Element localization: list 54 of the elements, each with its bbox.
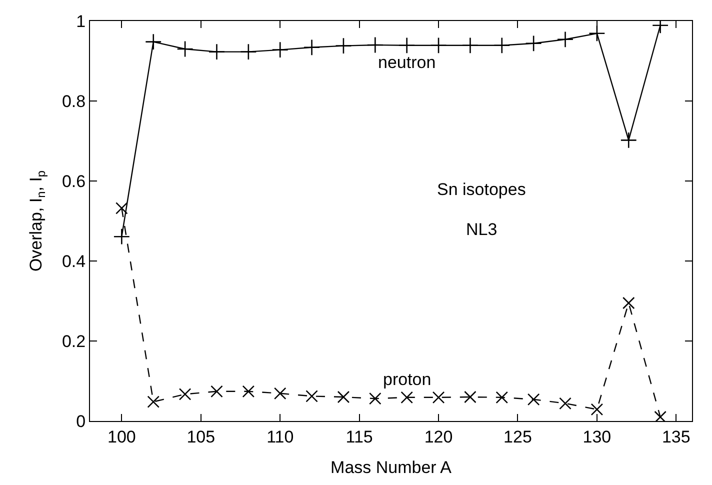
point <box>400 391 413 404</box>
point <box>432 391 445 404</box>
point <box>430 37 447 54</box>
point <box>272 41 288 58</box>
point <box>303 39 320 56</box>
point <box>462 37 479 54</box>
point <box>176 40 194 58</box>
point <box>113 228 130 245</box>
y-tick-label: 1 <box>76 12 86 31</box>
point <box>145 33 162 50</box>
series-label: neutron <box>378 53 436 72</box>
point <box>494 37 510 54</box>
point <box>240 43 257 60</box>
annotation: NL3 <box>466 220 498 239</box>
point <box>556 31 574 48</box>
point <box>366 36 384 54</box>
point <box>527 393 540 406</box>
point <box>147 396 160 408</box>
x-tick-label: 125 <box>504 427 532 446</box>
y-tick-label: 0.4 <box>62 252 86 271</box>
point <box>559 397 572 410</box>
point <box>398 37 416 54</box>
point <box>496 391 508 404</box>
x-tick-label: 130 <box>582 427 612 446</box>
y-tick-label: 0.2 <box>62 332 86 351</box>
point <box>306 390 318 402</box>
x-tick-label: 120 <box>424 427 453 446</box>
point <box>116 202 128 214</box>
point <box>654 410 666 421</box>
point <box>525 35 542 52</box>
point <box>335 37 352 54</box>
point <box>178 388 192 400</box>
y-tick-label: 0 <box>76 412 86 431</box>
x-tick-label: 135 <box>662 427 690 446</box>
x-tick-label: 105 <box>186 427 216 446</box>
y-tick-label: 0.6 <box>62 172 86 191</box>
x-axis-title: Mass Number A <box>330 458 452 477</box>
point <box>590 403 604 416</box>
series-label: proton <box>383 370 432 389</box>
point <box>242 385 255 398</box>
point <box>622 296 635 310</box>
x-tick-label: 115 <box>346 427 373 446</box>
y-tick-label: 0.8 <box>62 92 86 111</box>
point <box>620 132 637 149</box>
point <box>208 43 226 60</box>
x-tick-label: 110 <box>266 427 294 446</box>
point <box>210 385 223 398</box>
point <box>274 387 286 400</box>
annotation: Sn isotopes <box>437 180 526 199</box>
point <box>369 392 382 405</box>
point <box>464 390 476 404</box>
x-tick-label: 100 <box>107 427 136 446</box>
point <box>588 25 606 42</box>
point <box>337 390 350 404</box>
